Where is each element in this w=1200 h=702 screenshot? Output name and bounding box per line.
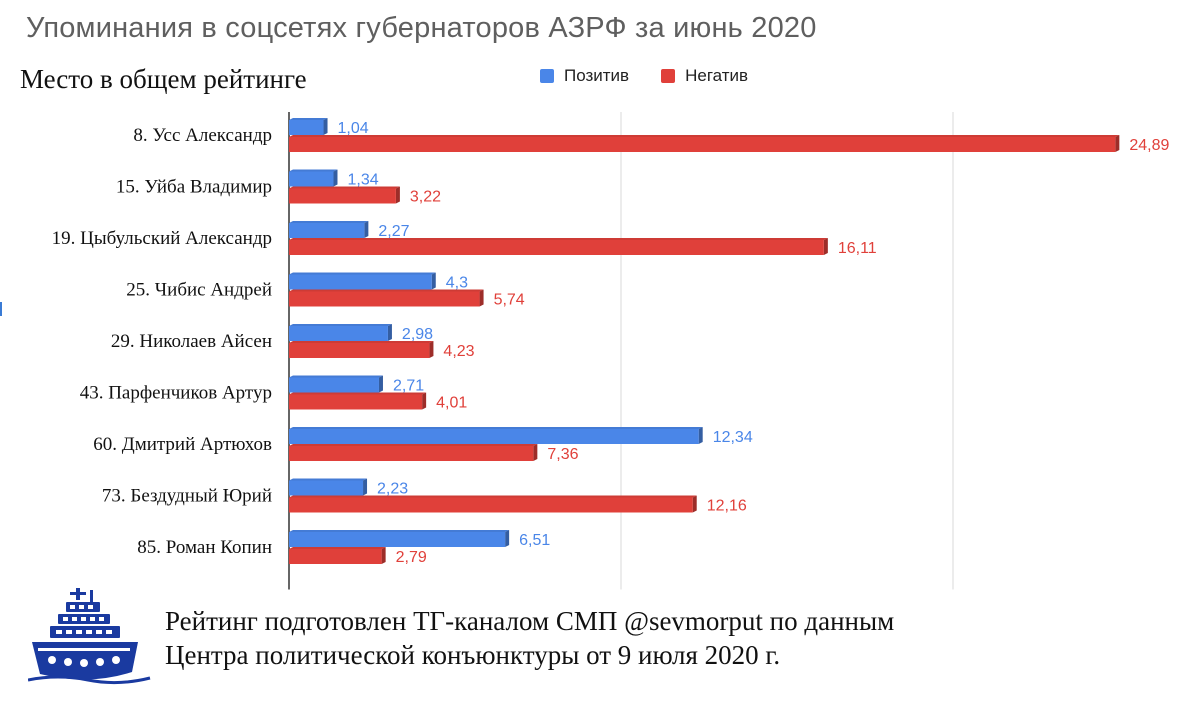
bar-side-face <box>505 530 510 547</box>
y-axis-label: Место в общем рейтинге <box>20 64 307 94</box>
category-label: 8. Усс Александр <box>133 125 272 146</box>
bar-side-face <box>363 478 368 496</box>
data-label-positive: 4,3 <box>446 275 468 292</box>
data-label-positive: 2,23 <box>377 481 408 498</box>
data-label-negative: 4,23 <box>443 343 474 360</box>
bar-top-face <box>289 375 383 378</box>
bar-side-face <box>429 341 434 358</box>
data-label-positive: 12,34 <box>713 429 753 446</box>
category-label: 43. Парфенчиков Артур <box>80 383 272 404</box>
icebreaker-ship-icon <box>28 588 151 685</box>
legend-swatch-positive <box>540 69 554 83</box>
bar-positive <box>289 120 324 135</box>
data-label-negative: 24,89 <box>1129 137 1169 154</box>
data-label-positive: 1,34 <box>347 172 378 189</box>
legend: Позитив Негатив <box>540 66 772 86</box>
bar-side-face <box>364 221 369 238</box>
bar-top-face <box>289 495 697 498</box>
legend-label-positive: Позитив <box>564 66 630 85</box>
data-label-positive: 2,71 <box>393 378 424 395</box>
bar-side-face <box>381 547 386 564</box>
bar-negative <box>289 497 693 513</box>
bar-side-face <box>1115 135 1120 152</box>
category-label: 25. Чибис Андрей <box>126 280 272 301</box>
chart-title: Упоминания в соцсетях губернаторов АЗРФ … <box>26 12 817 44</box>
bar-top-face <box>289 221 369 223</box>
legend-item-positive: Позитив <box>540 66 629 86</box>
bar-top-face <box>289 238 828 240</box>
category-label: 60. Дмитрий Артюхов <box>93 434 272 455</box>
bar-top-face <box>289 444 538 446</box>
bar-positive <box>289 532 506 547</box>
bar-top-face <box>289 118 328 120</box>
category-label: 73. Бездудный Юрий <box>102 486 272 507</box>
bar-negative <box>289 394 423 410</box>
bar-top-face <box>289 135 1120 137</box>
bar-positive <box>289 480 364 496</box>
footer-line-2: Центра политической конъюнктуры от 9 июл… <box>165 640 781 670</box>
bar-side-face <box>692 495 697 513</box>
data-label-positive: 6,51 <box>519 532 550 549</box>
data-label-positive: 2,98 <box>402 326 433 343</box>
data-label-negative: 2,79 <box>396 549 427 566</box>
data-label-negative: 3,22 <box>410 189 441 206</box>
data-label-negative: 12,16 <box>707 498 747 515</box>
bar-side-face <box>823 238 828 255</box>
bar-top-face <box>289 530 510 532</box>
bar-negative <box>289 240 824 255</box>
bar-top-face <box>289 169 338 172</box>
bar-top-face <box>289 324 392 326</box>
bar-side-face <box>323 118 328 135</box>
bar-side-face <box>533 444 538 461</box>
legend-label-negative: Негатив <box>685 66 749 85</box>
legend-item-negative: Негатив <box>661 66 748 86</box>
bar-side-face <box>431 272 436 290</box>
bar-top-face <box>289 547 386 549</box>
bar-top-face <box>289 392 427 395</box>
data-label-positive: 2,27 <box>378 223 409 240</box>
bar-side-face <box>333 169 338 187</box>
edge-marker <box>0 302 2 316</box>
bar-positive <box>289 377 379 393</box>
bar-negative <box>289 291 480 307</box>
data-label-negative: 5,74 <box>494 292 525 309</box>
data-label-positive: 1,04 <box>338 120 369 137</box>
bar-positive <box>289 171 334 187</box>
legend-swatch-negative <box>661 69 676 83</box>
data-label-negative: 16,11 <box>838 240 877 257</box>
bar-side-face <box>698 427 703 444</box>
bar-side-face <box>378 375 383 393</box>
bar-top-face <box>289 289 484 292</box>
bar-side-face <box>422 392 427 410</box>
bar-negative <box>289 137 1116 152</box>
bar-top-face <box>289 341 434 343</box>
bar-top-face <box>289 272 436 275</box>
bar-top-face <box>289 427 703 429</box>
bar-negative <box>289 188 396 204</box>
bar-negative <box>289 549 382 564</box>
data-label-negative: 4,01 <box>436 395 467 412</box>
footer-line-1: Рейтинг подготовлен ТГ-каналом СМП @sevm… <box>165 606 895 636</box>
bar-side-face <box>387 324 392 341</box>
footer-note: Рейтинг подготовлен ТГ-каналом СМП @sevm… <box>165 604 894 672</box>
bar-top-face <box>289 186 400 189</box>
category-label: 85. Роман Копин <box>137 537 272 558</box>
bar-side-face <box>479 289 484 307</box>
bar-negative <box>289 446 534 461</box>
bar-positive <box>289 326 388 341</box>
bar-negative <box>289 343 430 358</box>
bar-positive <box>289 429 699 444</box>
category-label: 29. Николаев Айсен <box>111 331 272 352</box>
category-label: 15. Уйба Владимир <box>116 177 272 198</box>
bar-side-face <box>395 186 400 204</box>
category-label: 19. Цыбульский Александр <box>52 228 272 249</box>
bar-positive <box>289 274 432 290</box>
data-label-negative: 7,36 <box>547 446 578 463</box>
bar-positive <box>289 223 365 238</box>
bar-top-face <box>289 478 368 481</box>
